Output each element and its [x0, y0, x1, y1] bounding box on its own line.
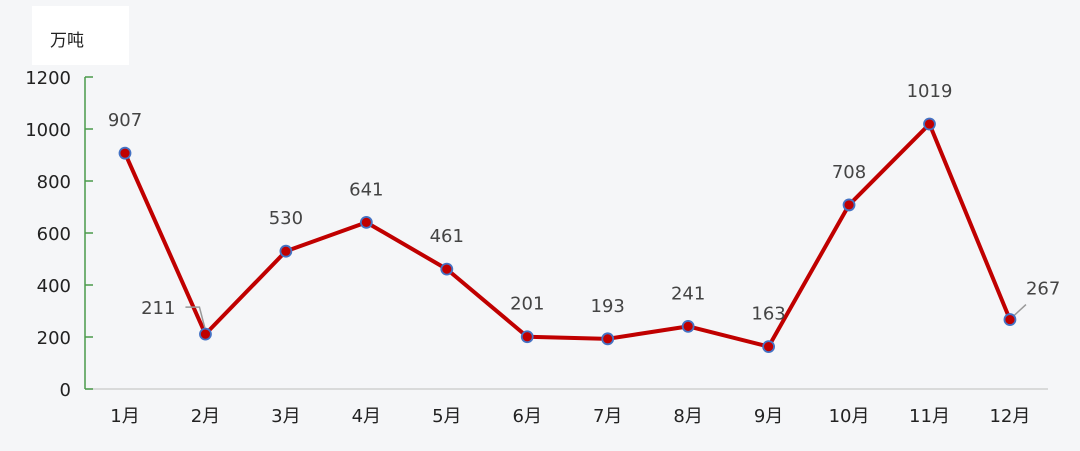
data-label: 241 [671, 283, 705, 304]
data-point [1003, 313, 1017, 326]
data-label: 267 [1026, 279, 1060, 300]
y-tick-label: 200 [37, 328, 71, 349]
data-label-leader [185, 306, 207, 331]
data-point [601, 332, 615, 346]
y-tick-label: 1200 [25, 68, 71, 89]
data-point [440, 262, 454, 276]
x-tick-label: 10月 [829, 406, 870, 427]
data-point [118, 146, 132, 160]
data-point [762, 340, 775, 354]
x-tick-label: 6月 [513, 406, 542, 427]
data-label: 163 [751, 304, 785, 325]
y-tick-label: 600 [37, 224, 71, 245]
y-tick-label: 0 [60, 380, 71, 401]
data-point [842, 198, 856, 212]
data-label-leader [1012, 304, 1027, 318]
y-tick-label: 800 [37, 172, 71, 193]
x-tick-label: 4月 [352, 406, 381, 427]
data-label: 1019 [907, 81, 953, 102]
x-tick-label: 12月 [989, 406, 1030, 427]
data-label: 530 [269, 208, 303, 229]
data-point [923, 117, 936, 131]
x-tick-label: 8月 [673, 406, 702, 427]
unit-label-box [32, 6, 129, 65]
data-point [279, 244, 293, 258]
data-label: 641 [349, 179, 383, 200]
data-label: 193 [591, 296, 625, 317]
x-tick-label: 2月 [191, 406, 220, 427]
y-tick-label: 400 [37, 276, 71, 297]
data-point [681, 319, 695, 333]
data-point [359, 215, 373, 229]
data-label: 907 [108, 110, 142, 131]
unit-label: 万吨 [50, 31, 84, 51]
series-line [123, 122, 1012, 349]
x-tick-label: 9月 [754, 406, 783, 427]
x-tick-label: 7月 [593, 406, 622, 427]
data-label: 201 [510, 294, 544, 315]
x-tick-label: 11月 [909, 406, 950, 427]
y-tick-label: 1000 [25, 120, 71, 141]
data-label: 708 [832, 162, 866, 183]
x-tick-label: 1月 [110, 406, 139, 427]
x-tick-label: 5月 [432, 406, 461, 427]
data-point [520, 330, 534, 344]
data-label: 461 [430, 226, 464, 247]
data-point [199, 327, 212, 341]
data-label: 211 [141, 298, 175, 319]
x-tick-label: 3月 [271, 406, 300, 427]
